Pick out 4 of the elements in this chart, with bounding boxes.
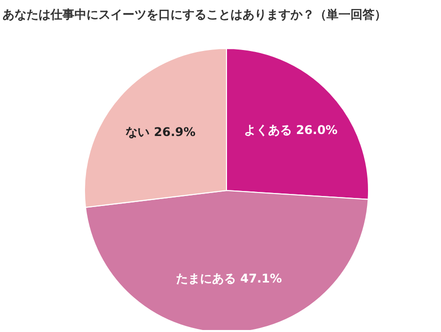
chart-title: あなたは仕事中にスイーツを口にすることはありますか？（単一回答） <box>2 8 386 22</box>
slice-label: よくある 26.0% <box>244 123 338 138</box>
slice-label: ない 26.9% <box>126 125 196 140</box>
slice-label: たまにある 47.1% <box>176 272 282 286</box>
